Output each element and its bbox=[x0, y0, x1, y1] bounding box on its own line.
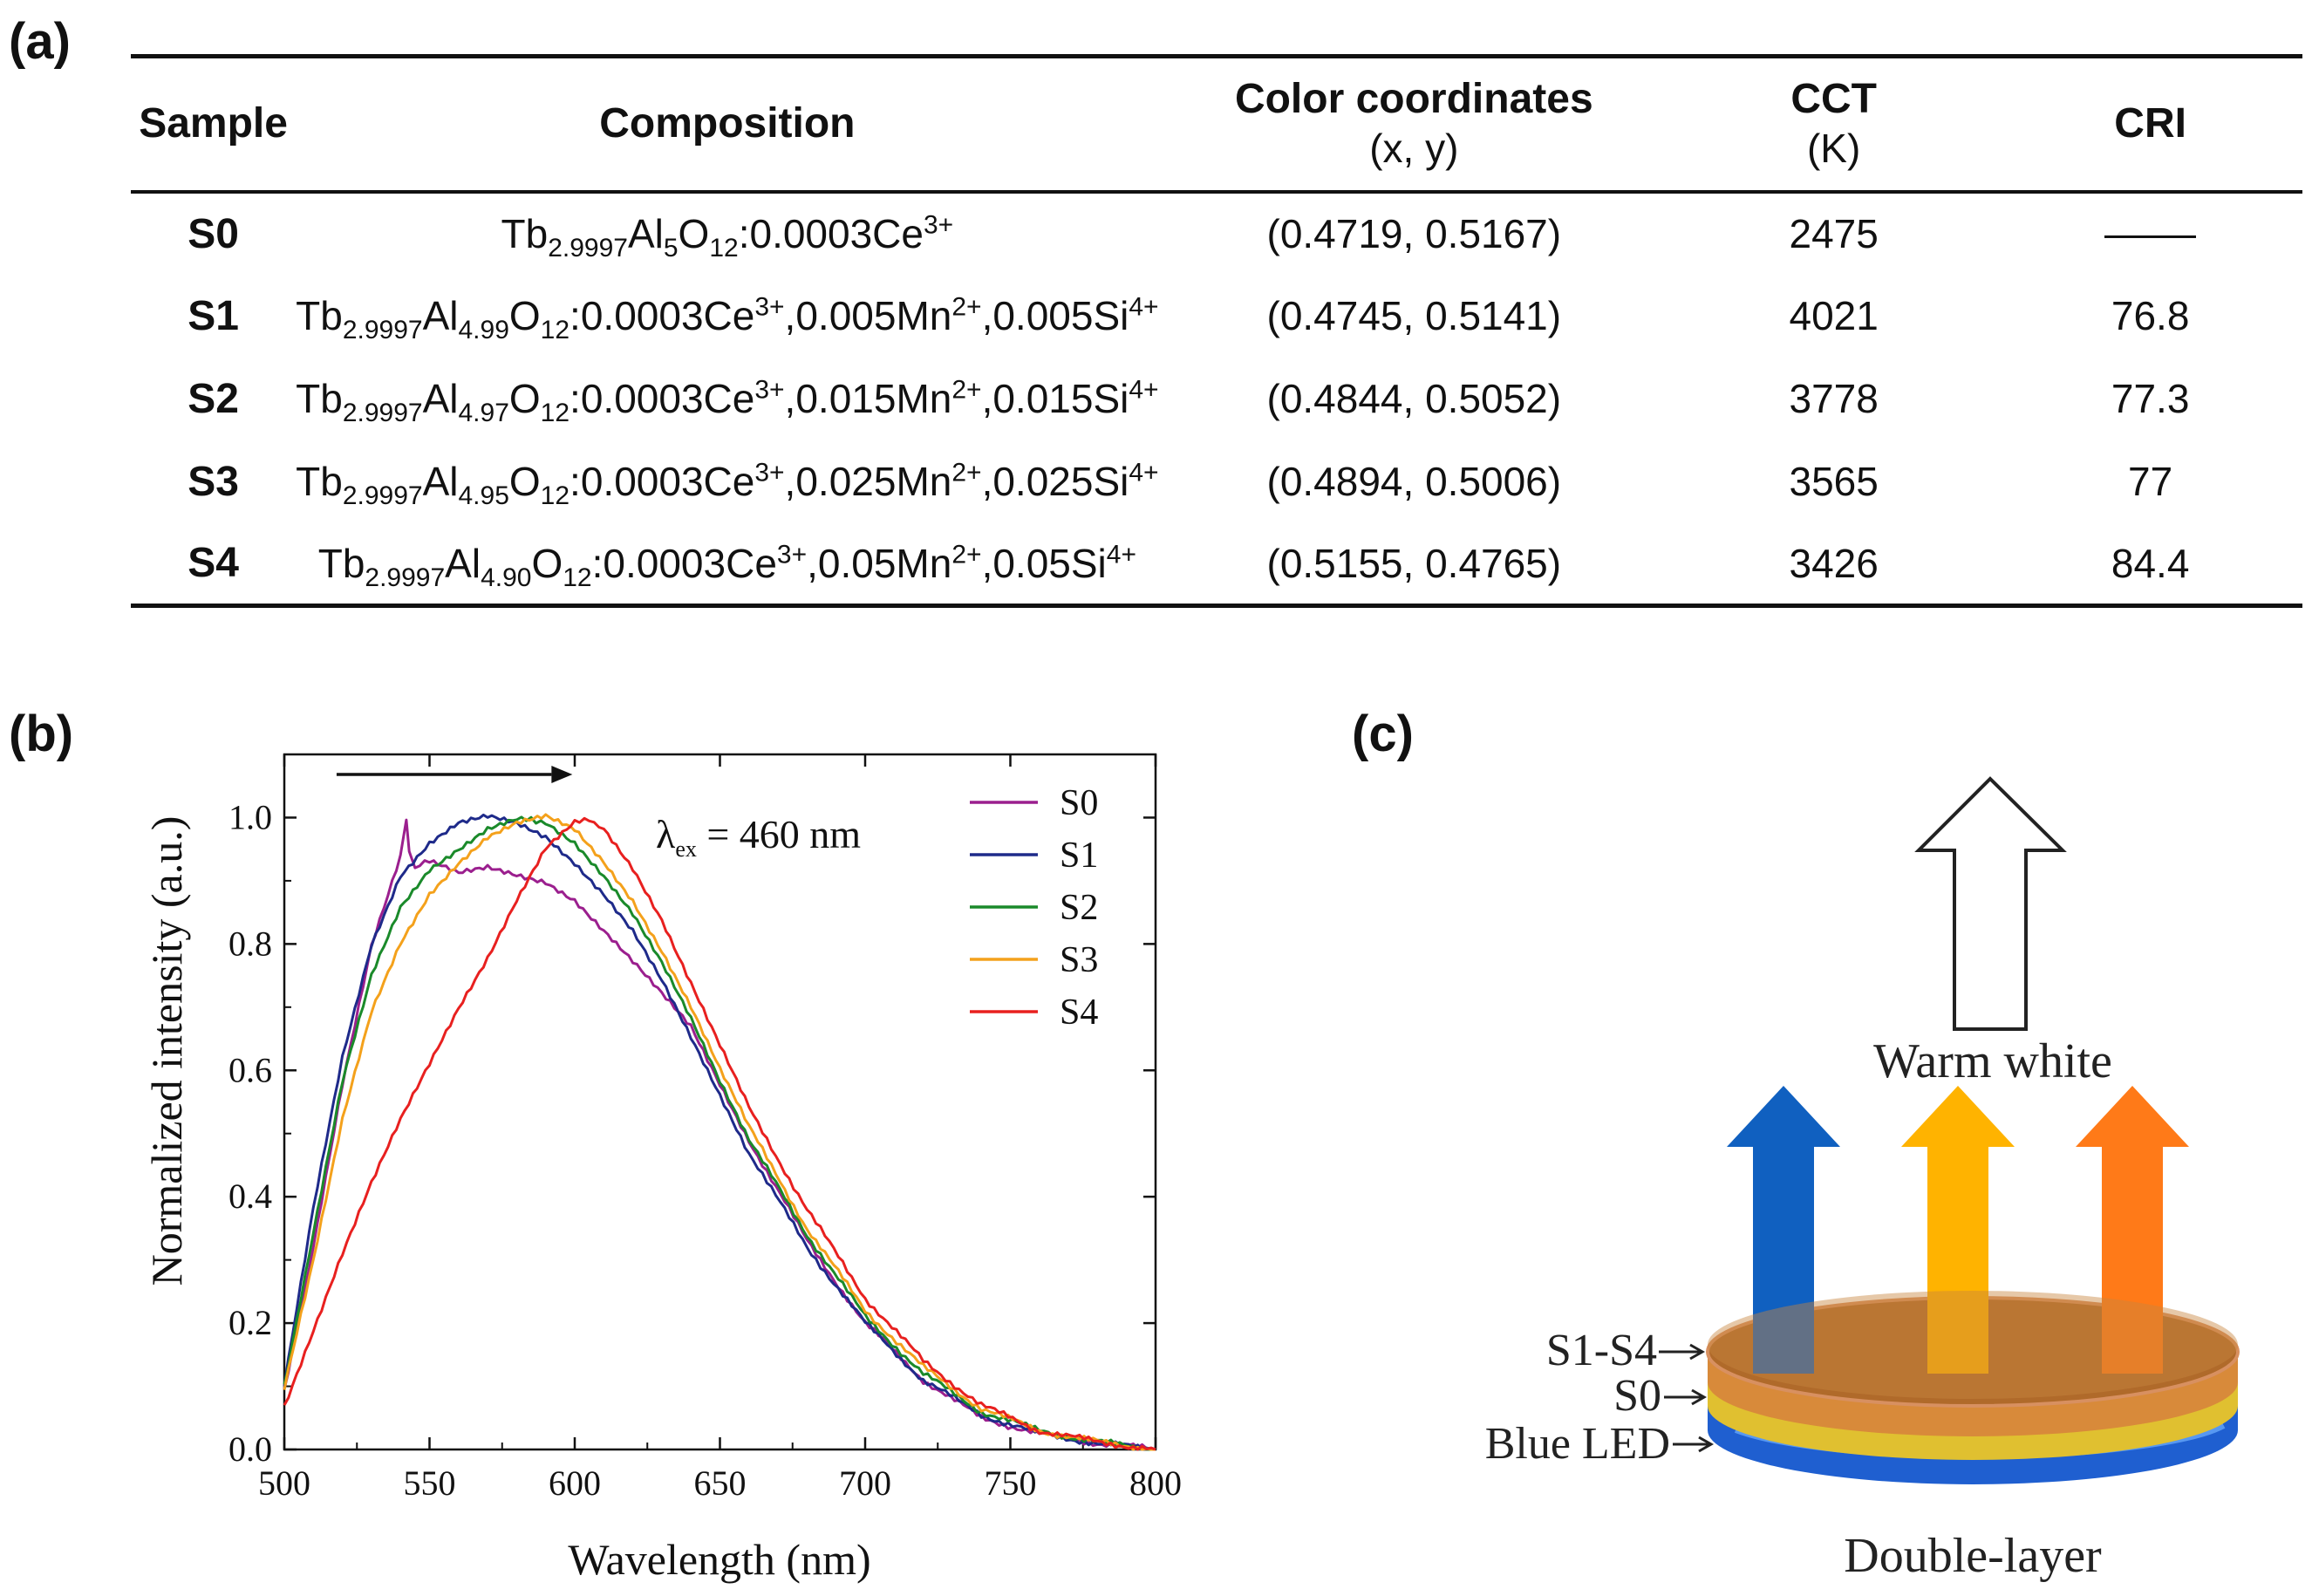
y-tick-label: 0.0 bbox=[228, 1429, 272, 1469]
yellow-light-arrow-icon bbox=[1901, 1086, 2015, 1374]
orange-light-arrow-icon bbox=[2076, 1086, 2189, 1374]
y-tick-label: 1.0 bbox=[228, 797, 272, 836]
s1s4-layer-surface bbox=[1708, 1291, 2238, 1399]
cell-sample: S0 bbox=[188, 210, 239, 257]
table-row: S4 Tb2.9997Al4.90O12:0.0003Ce3+,0.05Mn2+,… bbox=[131, 523, 2302, 606]
cell-cct: 3426 bbox=[1789, 540, 1879, 586]
table-header-row: Sample Composition Color coordinates (x, … bbox=[131, 57, 2302, 192]
legend-label-S3: S3 bbox=[1060, 940, 1098, 980]
table-row: S1 Tb2.9997Al4.99O12:0.0003Ce3+,0.005Mn2+… bbox=[131, 275, 2302, 358]
chart-annotation: λex = 460 nm bbox=[336, 766, 861, 862]
cell-cri: 77.3 bbox=[2111, 376, 2190, 421]
legend-label-S4: S4 bbox=[1060, 992, 1098, 1033]
cell-composition: Tb2.9997Al4.90O12:0.0003Ce3+,0.05Mn2+,0.… bbox=[317, 540, 1136, 592]
cell-cct: 3565 bbox=[1789, 459, 1879, 504]
x-tick-label: 700 bbox=[839, 1463, 891, 1503]
chart-ticks: 500 550 600 650 700 750 800 0.0 0.2 0.4 0.6 0.8 1.0 bbox=[228, 754, 1182, 1503]
annotation-subscript: ex bbox=[675, 836, 697, 862]
emission-spectra-chart: 500 550 600 650 700 750 8000.00.20.40.60.81.0 … bbox=[142, 753, 1182, 1584]
cell-cct: 3778 bbox=[1789, 376, 1879, 421]
y-tick-label: 0.2 bbox=[228, 1303, 272, 1342]
x-tick-label: 600 bbox=[549, 1463, 601, 1503]
header-cct: CCT (K) bbox=[1669, 57, 1998, 192]
cell-composition: Tb2.9997Al5O12:0.0003Ce3+ bbox=[501, 210, 954, 263]
blue-light-arrow-icon bbox=[1727, 1086, 1840, 1374]
series-line-S1 bbox=[283, 813, 1156, 1451]
header-color-coordinates: Color coordinates (x, y) bbox=[1159, 57, 1669, 192]
led-structure-diagram: Warm white S1-S4 S0 Blue LED Double-laye… bbox=[1485, 776, 2240, 1583]
legend-label-S1: S1 bbox=[1060, 836, 1098, 876]
cell-coords: (0.4719, 0.5167) bbox=[1266, 211, 1562, 256]
x-tick-label: 650 bbox=[694, 1463, 747, 1503]
x-axis-label: Wavelength (nm) bbox=[568, 1535, 870, 1584]
legend-label-S2: S2 bbox=[1060, 888, 1098, 928]
cell-cct: 4021 bbox=[1789, 293, 1879, 338]
header-composition: Composition bbox=[599, 100, 856, 147]
cell-cri bbox=[1998, 192, 2302, 275]
cell-composition: Tb2.9997Al4.97O12:0.0003Ce3+,0.015Mn2+,0… bbox=[296, 375, 1159, 428]
chart-legend: S0 S1 S2 S3 S4 bbox=[970, 783, 1098, 1033]
y-tick-label: 0.8 bbox=[228, 924, 272, 963]
cell-coords: (0.4844, 0.5052) bbox=[1266, 376, 1562, 421]
cell-sample: S2 bbox=[188, 375, 239, 422]
panel-label-a: (a) bbox=[9, 13, 71, 70]
panel-label-b: (b) bbox=[9, 706, 74, 762]
header-sample: Sample bbox=[139, 100, 288, 147]
panel-label-c: (c) bbox=[1352, 706, 1414, 762]
annotation-text: = 460 nm bbox=[697, 812, 861, 856]
results-table: Sample Composition Color coordinates (x, … bbox=[131, 54, 2302, 608]
series-line-S0 bbox=[283, 818, 1156, 1451]
layer-label-blue-led: Blue LED bbox=[1485, 1419, 1670, 1469]
cell-sample: S4 bbox=[188, 540, 239, 587]
x-tick-label: 750 bbox=[985, 1463, 1037, 1503]
x-tick-label: 500 bbox=[258, 1463, 310, 1503]
x-tick-label: 550 bbox=[404, 1463, 456, 1503]
legend-label-S0: S0 bbox=[1060, 783, 1098, 823]
warm-white-arrow-icon bbox=[1914, 776, 2067, 1031]
excitation-annotation: λex = 460 nm bbox=[656, 812, 861, 862]
series-line-S2 bbox=[283, 815, 1156, 1451]
cri-dash bbox=[2104, 235, 2197, 239]
layer-label-s1s4: S1-S4 bbox=[1546, 1326, 1657, 1375]
warm-white-label: Warm white bbox=[1873, 1034, 2112, 1088]
x-tick-label: 800 bbox=[1129, 1463, 1182, 1503]
cell-coords: (0.4745, 0.5141) bbox=[1266, 293, 1562, 338]
annotation-symbol: λ bbox=[656, 812, 676, 856]
diagram-caption: Double-layer bbox=[1844, 1529, 2102, 1583]
shift-arrow-head-icon bbox=[551, 766, 573, 783]
y-tick-label: 0.6 bbox=[228, 1050, 272, 1089]
chart-series bbox=[283, 813, 1156, 1451]
cell-coords: (0.5155, 0.4765) bbox=[1266, 540, 1562, 586]
layer-label-s0: S0 bbox=[1613, 1371, 1661, 1421]
pointer-arrow-led-icon bbox=[1673, 1436, 1715, 1453]
table-body: S0 Tb2.9997Al5O12:0.0003Ce3+ (0.4719, 0.51… bbox=[131, 192, 2302, 606]
table-row: S2 Tb2.9997Al4.97O12:0.0003Ce3+,0.015Mn2+… bbox=[131, 358, 2302, 440]
y-axis-label: Normalized intensity (a.u.) bbox=[142, 816, 191, 1286]
cell-sample: S1 bbox=[188, 292, 239, 339]
table-row: S0 Tb2.9997Al5O12:0.0003Ce3+ (0.4719, 0.51… bbox=[131, 192, 2302, 275]
cell-sample: S3 bbox=[188, 458, 239, 505]
series-line-S3 bbox=[283, 813, 1156, 1451]
header-cct-title: CCT bbox=[1790, 76, 1877, 123]
cell-composition: Tb2.9997Al4.99O12:0.0003Ce3+,0.005Mn2+,0… bbox=[296, 292, 1159, 345]
cell-cri: 84.4 bbox=[2111, 540, 2190, 586]
table-row: S3 Tb2.9997Al4.95O12:0.0003Ce3+,0.025Mn2+… bbox=[131, 440, 2302, 523]
cell-composition: Tb2.9997Al4.95O12:0.0003Ce3+,0.025Mn2+,0… bbox=[296, 458, 1159, 511]
header-cri: CRI bbox=[2114, 100, 2186, 147]
series-line-S4 bbox=[283, 816, 1156, 1451]
pointer-arrow-s0-icon bbox=[1664, 1388, 1708, 1406]
header-color-title: Color coordinates bbox=[1234, 76, 1593, 123]
header-cct-sub: (K) bbox=[1806, 126, 1861, 172]
cell-cct: 2475 bbox=[1789, 211, 1879, 256]
header-color-sub: (x, y) bbox=[1369, 126, 1459, 172]
y-tick-label: 0.4 bbox=[228, 1177, 272, 1216]
pointer-arrow-s1s4-icon bbox=[1659, 1343, 1706, 1361]
cell-cri: 77 bbox=[2128, 459, 2173, 504]
cell-coords: (0.4894, 0.5006) bbox=[1266, 459, 1562, 504]
cell-cri: 76.8 bbox=[2111, 293, 2190, 338]
